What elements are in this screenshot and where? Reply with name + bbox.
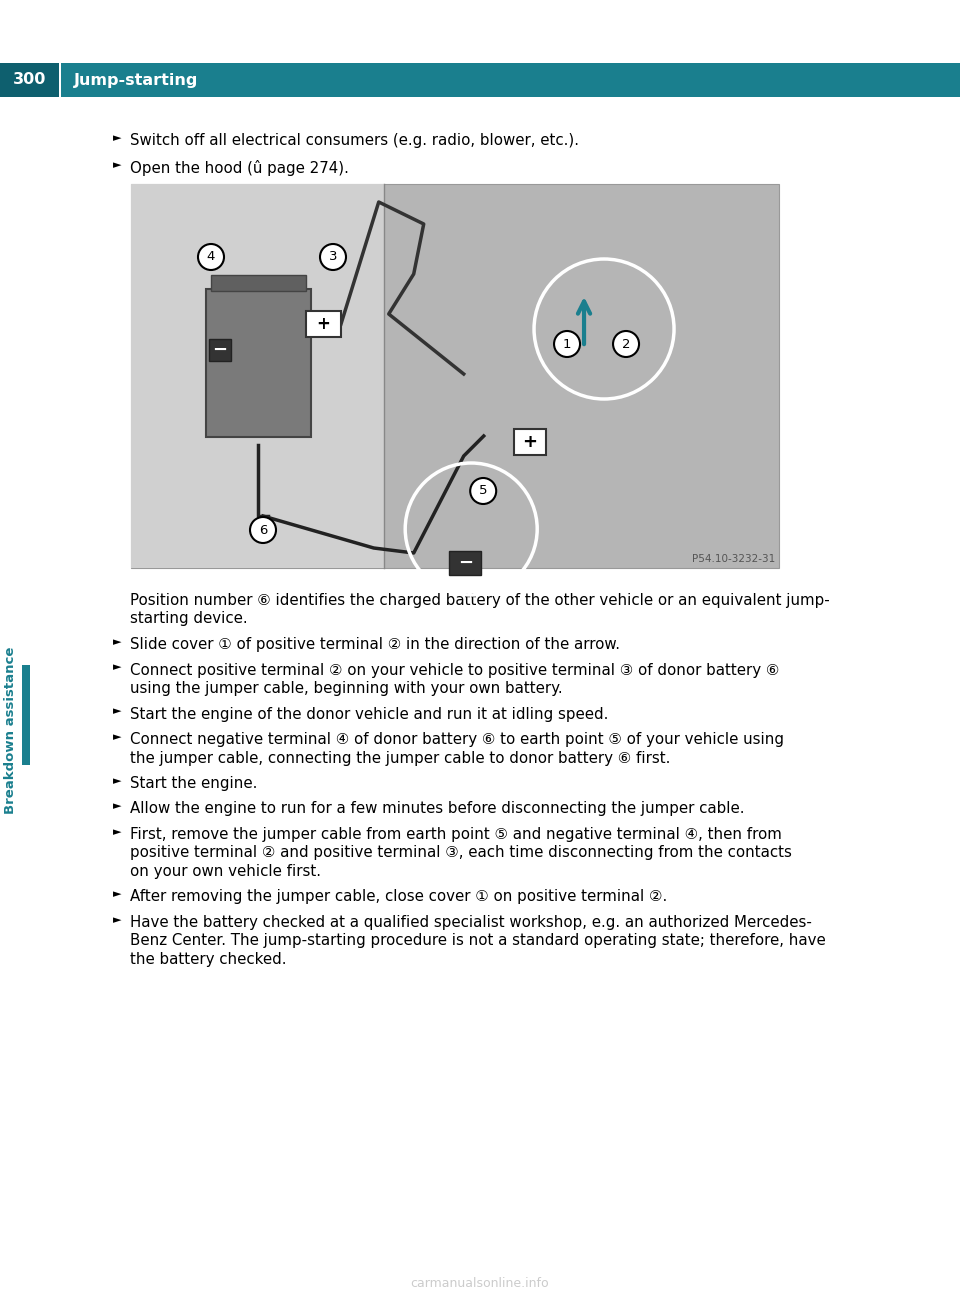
Text: using the jumper cable, beginning with your own battery.: using the jumper cable, beginning with y… [130, 681, 563, 697]
Text: −: − [212, 341, 228, 359]
Circle shape [554, 331, 580, 357]
Text: ►: ► [113, 915, 122, 924]
Text: starting device.: starting device. [130, 612, 248, 626]
Text: carmanualsonline.info: carmanualsonline.info [411, 1277, 549, 1290]
Text: the jumper cable, connecting the jumper cable to donor battery ⑥ first.: the jumper cable, connecting the jumper … [130, 750, 670, 766]
Text: 3: 3 [328, 250, 337, 263]
Text: Allow the engine to run for a few minutes before disconnecting the jumper cable.: Allow the engine to run for a few minute… [130, 802, 745, 816]
Bar [131, 184, 384, 568]
Text: After removing the jumper cable, close cover ① on positive terminal ②.: After removing the jumper cable, close c… [130, 889, 667, 905]
Text: +: + [522, 434, 537, 450]
Text: Start the engine.: Start the engine. [130, 776, 257, 792]
Circle shape [613, 331, 639, 357]
Text: Connect negative terminal ④ of donor battery ⑥ to earth point ⑤ of your vehicle : Connect negative terminal ④ of donor bat… [130, 732, 784, 747]
Text: ►: ► [113, 732, 122, 742]
Text: Open the hood (û page 274).: Open the hood (û page 274). [130, 160, 348, 176]
Text: −: − [458, 553, 472, 572]
Bar [61, 62, 960, 98]
Text: Jump-starting: Jump-starting [74, 73, 199, 87]
Text: Breakdown assistance: Breakdown assistance [5, 646, 17, 814]
Text: positive terminal ② and positive terminal ③, each time disconnecting from the co: positive terminal ② and positive termina… [130, 845, 792, 861]
Text: 6: 6 [259, 523, 267, 536]
Text: ►: ► [113, 133, 122, 143]
Text: +: + [317, 315, 330, 333]
Text: the battery checked.: the battery checked. [130, 952, 286, 967]
Text: 5: 5 [479, 484, 488, 497]
Circle shape [250, 517, 276, 543]
Text: on your own vehicle first.: on your own vehicle first. [130, 865, 321, 879]
Bar [209, 339, 231, 361]
Circle shape [470, 478, 496, 504]
Circle shape [198, 243, 224, 270]
Text: 4: 4 [206, 250, 215, 263]
Text: ►: ► [113, 827, 122, 837]
Text: Position number ⑥ identifies the charged battery of the other vehicle or an equi: Position number ⑥ identifies the charged… [130, 592, 829, 608]
Text: Connect positive terminal ② on your vehicle to positive terminal ③ of donor batt: Connect positive terminal ② on your vehi… [130, 663, 780, 677]
Text: Benz Center. The jump-starting procedure is not a standard operating state; ther: Benz Center. The jump-starting procedure… [130, 934, 826, 948]
Text: Have the battery checked at a qualified specialist workshop, e.g. an authorized : Have the battery checked at a qualified … [130, 915, 812, 930]
Bar [211, 275, 306, 292]
Bar [449, 551, 481, 575]
Bar [22, 665, 30, 766]
Text: P54.10-3232-31: P54.10-3232-31 [692, 553, 775, 564]
Bar [514, 428, 545, 454]
Text: ►: ► [113, 802, 122, 811]
Text: ►: ► [113, 889, 122, 900]
Text: ►: ► [113, 776, 122, 786]
Bar [59, 62, 61, 98]
Bar [206, 289, 311, 437]
Text: 2: 2 [622, 337, 631, 350]
Bar [131, 184, 779, 568]
Text: 300: 300 [13, 73, 47, 87]
Text: 1: 1 [563, 337, 571, 350]
Circle shape [320, 243, 346, 270]
Text: ►: ► [113, 160, 122, 171]
Text: Start the engine of the donor vehicle and run it at idling speed.: Start the engine of the donor vehicle an… [130, 707, 609, 721]
Text: ►: ► [113, 707, 122, 716]
Bar [0, 62, 59, 98]
Text: First, remove the jumper cable from earth point ⑤ and negative terminal ④, then : First, remove the jumper cable from eart… [130, 827, 781, 842]
Bar [306, 311, 341, 337]
Text: ►: ► [113, 637, 122, 647]
Text: ►: ► [113, 663, 122, 673]
Text: Slide cover ① of positive terminal ② in the direction of the arrow.: Slide cover ① of positive terminal ② in … [130, 637, 620, 652]
Text: Switch off all electrical consumers (e.g. radio, blower, etc.).: Switch off all electrical consumers (e.g… [130, 133, 579, 148]
